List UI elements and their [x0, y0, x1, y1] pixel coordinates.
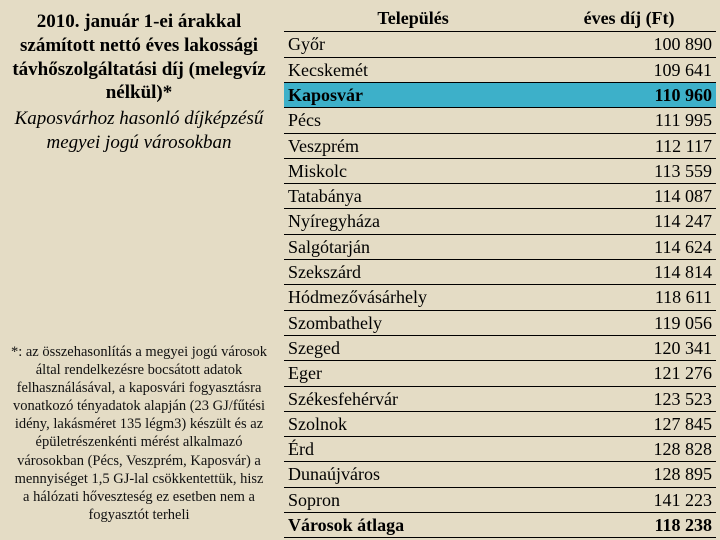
cell-fee: 114 814 — [542, 260, 716, 285]
table-row: Tatabánya114 087 — [284, 184, 716, 209]
table-row: Kaposvár110 960 — [284, 82, 716, 107]
cell-fee: 109 641 — [542, 57, 716, 82]
cell-city: Szombathely — [284, 310, 542, 335]
table-row: Városok átlaga118 238 — [284, 513, 716, 538]
cell-fee: 100 890 — [542, 32, 716, 57]
cell-city: Eger — [284, 361, 542, 386]
cell-city: Nyíregyháza — [284, 209, 542, 234]
cell-city: Szolnok — [284, 411, 542, 436]
table-row: Győr100 890 — [284, 32, 716, 57]
title-bold: 2010. január 1-ei árakkal számított nett… — [8, 10, 270, 105]
table-row: Hódmezővásárhely118 611 — [284, 285, 716, 310]
cell-fee: 141 223 — [542, 487, 716, 512]
table-row: Érd128 828 — [284, 437, 716, 462]
title-italic: Kaposvárhoz hasonló díjképzésű megyei jo… — [8, 107, 270, 155]
table-row: Szekszárd114 814 — [284, 260, 716, 285]
table-row: Dunaújváros128 895 — [284, 462, 716, 487]
cell-city: Dunaújváros — [284, 462, 542, 487]
cell-city: Veszprém — [284, 133, 542, 158]
table-row: Szeged120 341 — [284, 335, 716, 360]
cell-city: Salgótarján — [284, 234, 542, 259]
table-row: Nyíregyháza114 247 — [284, 209, 716, 234]
cell-fee: 127 845 — [542, 411, 716, 436]
left-panel: 2010. január 1-ei árakkal számított nett… — [0, 0, 280, 540]
cell-fee: 128 895 — [542, 462, 716, 487]
cell-fee: 114 087 — [542, 184, 716, 209]
cell-city: Kecskemét — [284, 57, 542, 82]
table-row: Miskolc113 559 — [284, 158, 716, 183]
cell-fee: 114 247 — [542, 209, 716, 234]
table-row: Eger121 276 — [284, 361, 716, 386]
table-row: Pécs111 995 — [284, 108, 716, 133]
cell-fee: 111 995 — [542, 108, 716, 133]
cell-city: Érd — [284, 437, 542, 462]
header-fee: éves díj (Ft) — [542, 6, 716, 32]
table-panel: Település éves díj (Ft) Győr100 890Kecsk… — [280, 0, 720, 540]
cell-city: Városok átlaga — [284, 513, 542, 538]
table-row: Salgótarján114 624 — [284, 234, 716, 259]
cell-city: Sopron — [284, 487, 542, 512]
table-row: Veszprém112 117 — [284, 133, 716, 158]
cell-city: Kaposvár — [284, 82, 542, 107]
cell-city: Szekszárd — [284, 260, 542, 285]
header-city: Település — [284, 6, 542, 32]
cell-city: Tatabánya — [284, 184, 542, 209]
cell-city: Szeged — [284, 335, 542, 360]
cell-fee: 119 056 — [542, 310, 716, 335]
cell-fee: 123 523 — [542, 386, 716, 411]
cell-city: Pécs — [284, 108, 542, 133]
cell-fee: 118 238 — [542, 513, 716, 538]
footnote-text: *: az összehasonlítás a megyei jogú váro… — [8, 343, 270, 530]
table-row: Sopron141 223 — [284, 487, 716, 512]
cell-city: Székesfehérvár — [284, 386, 542, 411]
table-row: Szombathely119 056 — [284, 310, 716, 335]
cell-fee: 113 559 — [542, 158, 716, 183]
table-row: Szolnok127 845 — [284, 411, 716, 436]
cell-city: Hódmezővásárhely — [284, 285, 542, 310]
table-row: Székesfehérvár123 523 — [284, 386, 716, 411]
table-header-row: Település éves díj (Ft) — [284, 6, 716, 32]
cell-city: Győr — [284, 32, 542, 57]
cell-fee: 114 624 — [542, 234, 716, 259]
cell-fee: 121 276 — [542, 361, 716, 386]
cell-city: Miskolc — [284, 158, 542, 183]
table-row: Kecskemét109 641 — [284, 57, 716, 82]
cell-fee: 110 960 — [542, 82, 716, 107]
cell-fee: 120 341 — [542, 335, 716, 360]
cell-fee: 118 611 — [542, 285, 716, 310]
cell-fee: 128 828 — [542, 437, 716, 462]
cell-fee: 112 117 — [542, 133, 716, 158]
fee-table: Település éves díj (Ft) Győr100 890Kecsk… — [284, 6, 716, 538]
